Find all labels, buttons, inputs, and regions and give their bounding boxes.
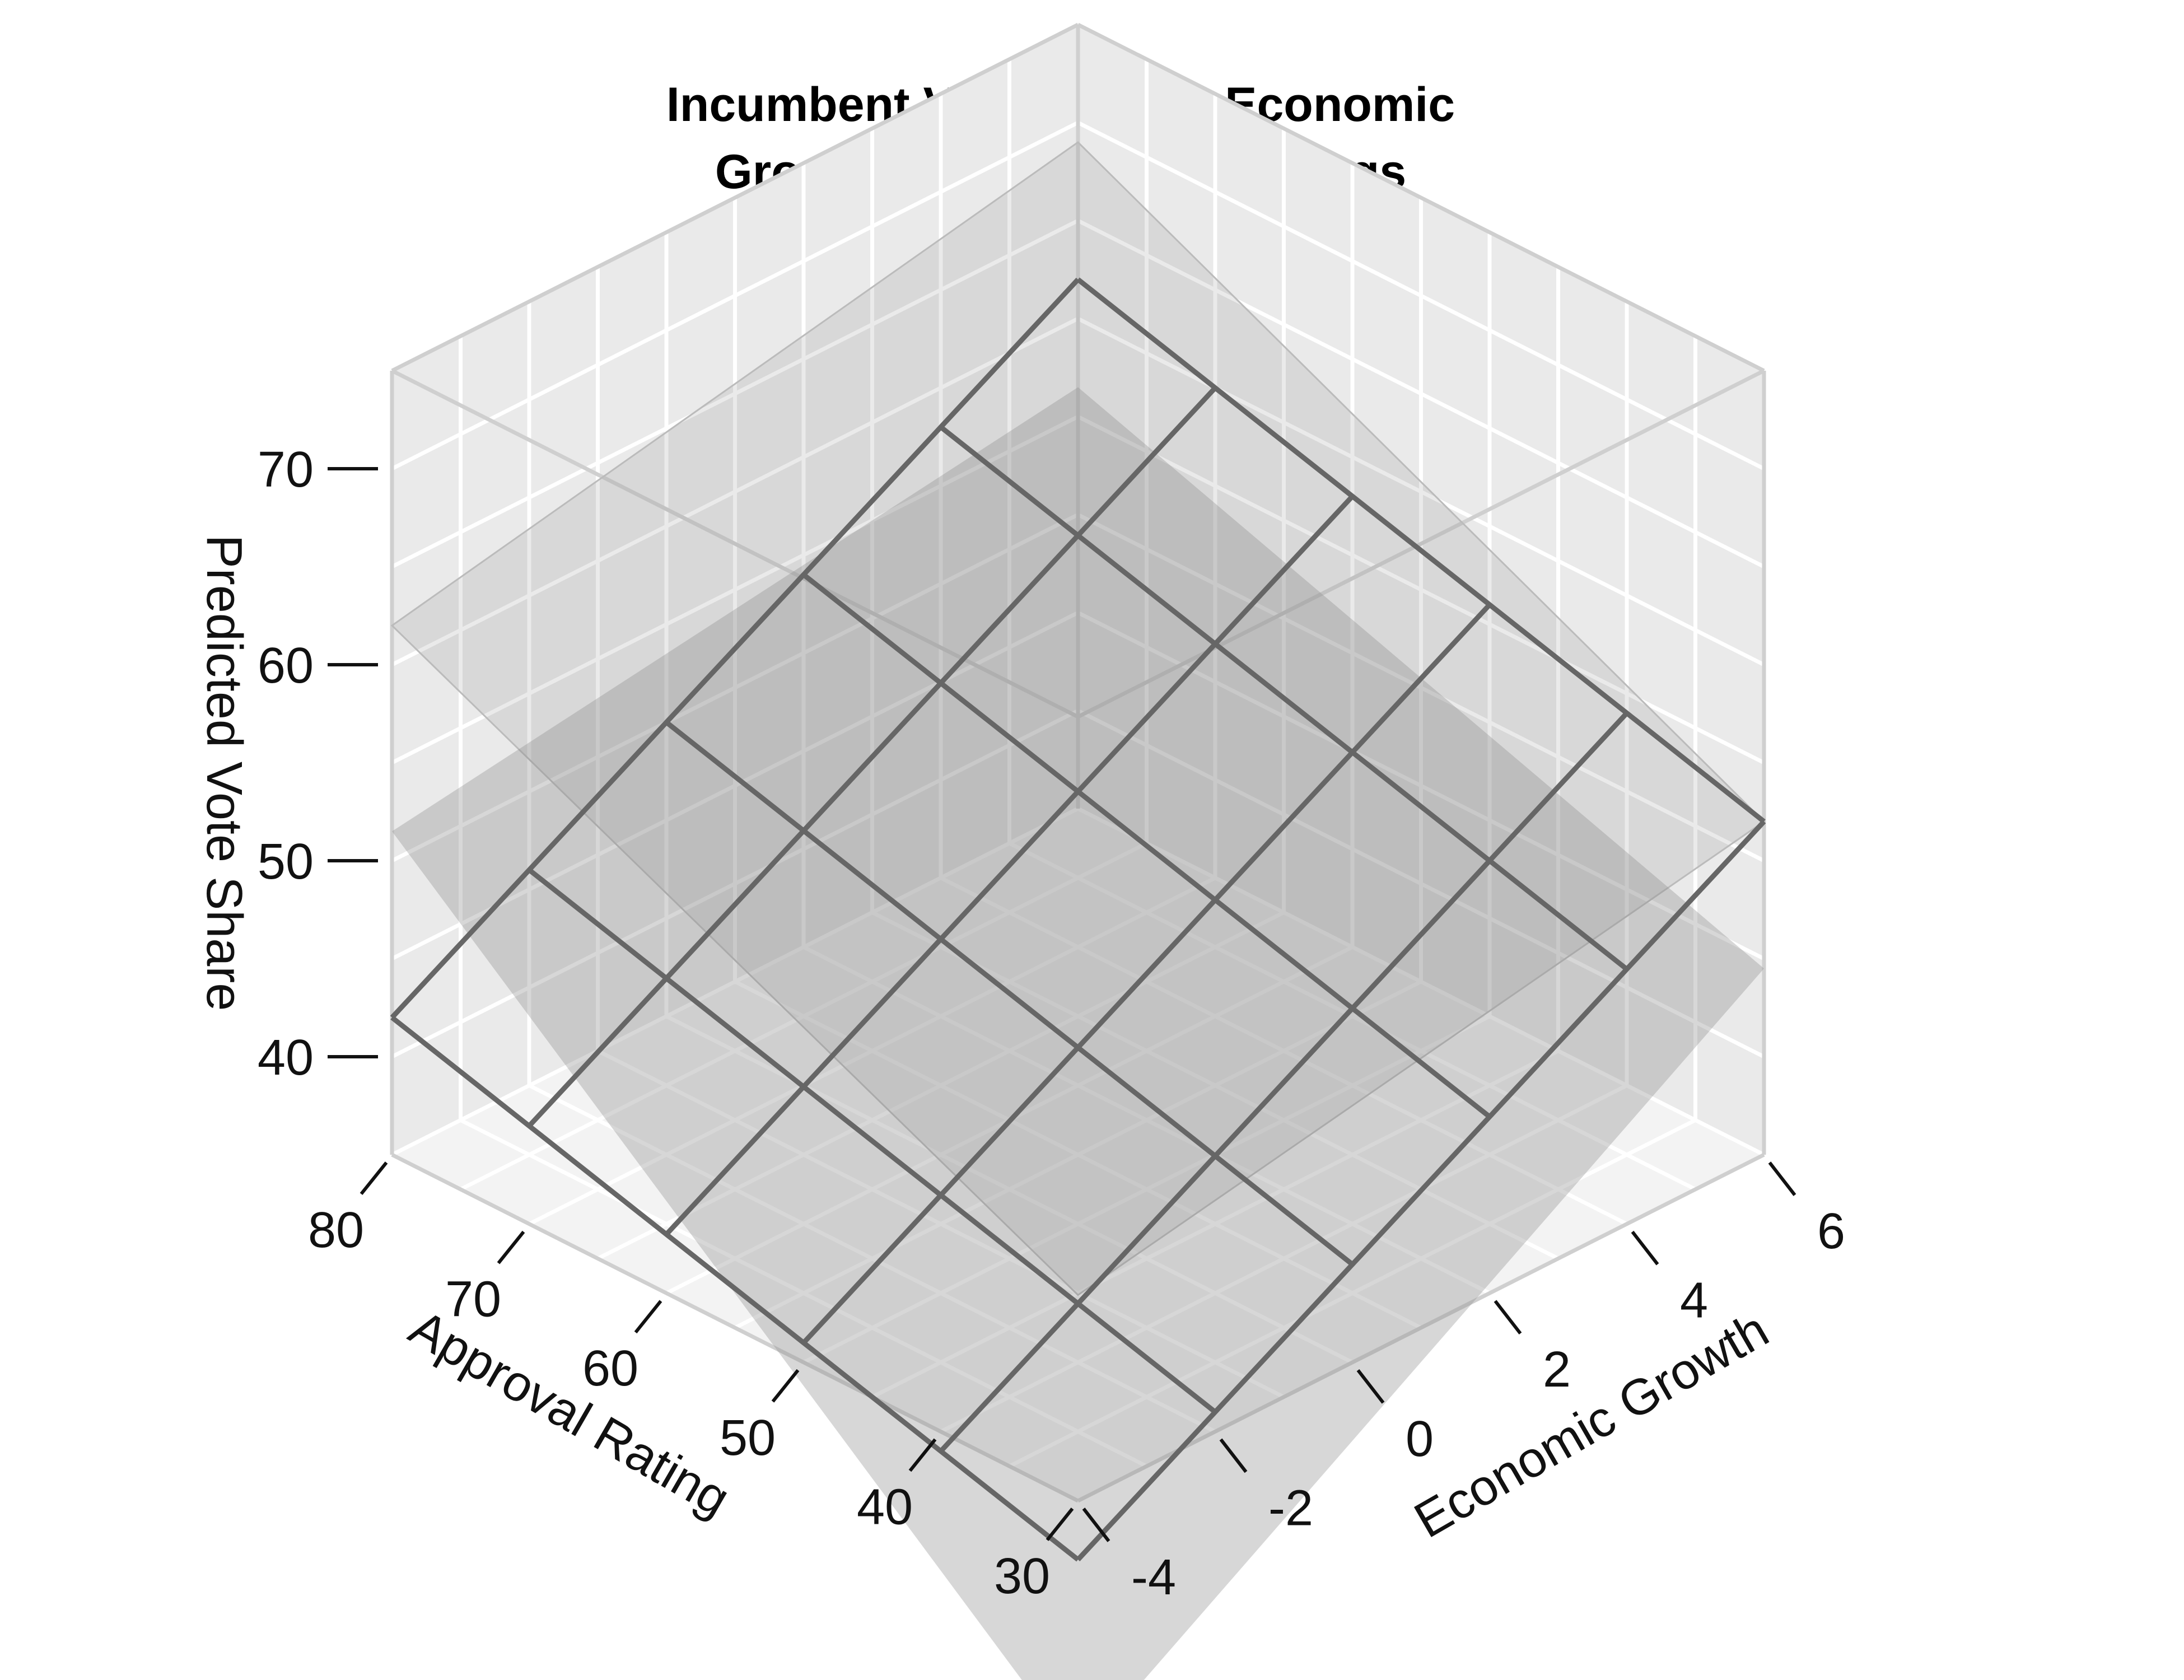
surface-line-growth [939, 425, 1628, 972]
x-tick [908, 1438, 937, 1472]
y-tick [1494, 1300, 1522, 1335]
surface-line-approval [1076, 819, 1766, 1562]
y-axis-title: Economic Growth [1405, 1301, 1777, 1549]
grid-line-growth [870, 128, 1560, 1261]
x-tick-label: 50 [720, 1410, 776, 1466]
z-tick-label: 40 [258, 1030, 314, 1086]
surface-line-approval [390, 277, 1080, 1020]
y-tick-label: -2 [1268, 1480, 1313, 1536]
surface-line-growth [528, 867, 1217, 1414]
x-tick [634, 1300, 662, 1334]
x-tick-label: 80 [308, 1202, 364, 1258]
y-tick-label: 6 [1817, 1203, 1845, 1259]
surface-line-growth [665, 720, 1354, 1267]
surface-line-growth [1076, 277, 1766, 824]
surface-line-approval [527, 386, 1217, 1128]
box-edges [390, 22, 1766, 1503]
upper-band-surface [390, 141, 1766, 1296]
z-tick-label: 50 [258, 834, 314, 890]
z-tick-label: 60 [258, 638, 314, 694]
y-tick [1768, 1161, 1796, 1196]
surface-line-approval [801, 603, 1492, 1345]
y-tick [1631, 1230, 1659, 1266]
box-edge [391, 1152, 1079, 1503]
y-tick [1356, 1369, 1385, 1404]
x-tick [360, 1161, 388, 1195]
box-edge [1077, 368, 1765, 719]
box-edge [391, 22, 1079, 373]
y-tick-label: 0 [1406, 1411, 1434, 1467]
grid-line-growth [527, 301, 1216, 1434]
y-tick [1082, 1508, 1110, 1542]
grid-line-growth [664, 232, 1354, 1364]
y-tick-label: 4 [1680, 1273, 1708, 1329]
surface-line-growth [390, 1015, 1080, 1562]
confidence-band [390, 141, 1766, 1680]
z-axis-title: Predicted Vote Share [196, 535, 252, 1011]
grid-line-growth [459, 336, 1148, 1468]
x-tick-label: 30 [994, 1548, 1050, 1604]
x-tick-label: 40 [857, 1479, 913, 1535]
lower-band-surface [392, 387, 1764, 1680]
y-tick-label: 2 [1543, 1342, 1571, 1398]
axes: 40 50 60 70 30 40 50 60 70 80 -4 -2 0 2 4 6 [258, 442, 1845, 1606]
grid-line-growth [801, 163, 1491, 1295]
surface-line-approval [939, 711, 1629, 1453]
x-tick [771, 1369, 800, 1403]
surface-line-growth [802, 572, 1491, 1119]
x-tick [497, 1230, 525, 1264]
box-edge [1077, 22, 1765, 373]
grid-line-growth [1007, 59, 1697, 1191]
y-tick [1219, 1438, 1248, 1473]
z-tick-label: 70 [258, 442, 314, 498]
grid-line-growth [939, 94, 1628, 1226]
x-tick-label: 70 [445, 1272, 501, 1328]
box-edge [1077, 1152, 1765, 1503]
x-tick [1046, 1508, 1074, 1541]
surface-line-approval [664, 494, 1355, 1236]
x-tick-label: 60 [582, 1341, 638, 1397]
fit-surface [390, 277, 1766, 1562]
y-tick-label: -4 [1131, 1550, 1176, 1606]
grid-line-growth [733, 198, 1422, 1330]
x-axis-title: Approval Rating [400, 1300, 739, 1528]
